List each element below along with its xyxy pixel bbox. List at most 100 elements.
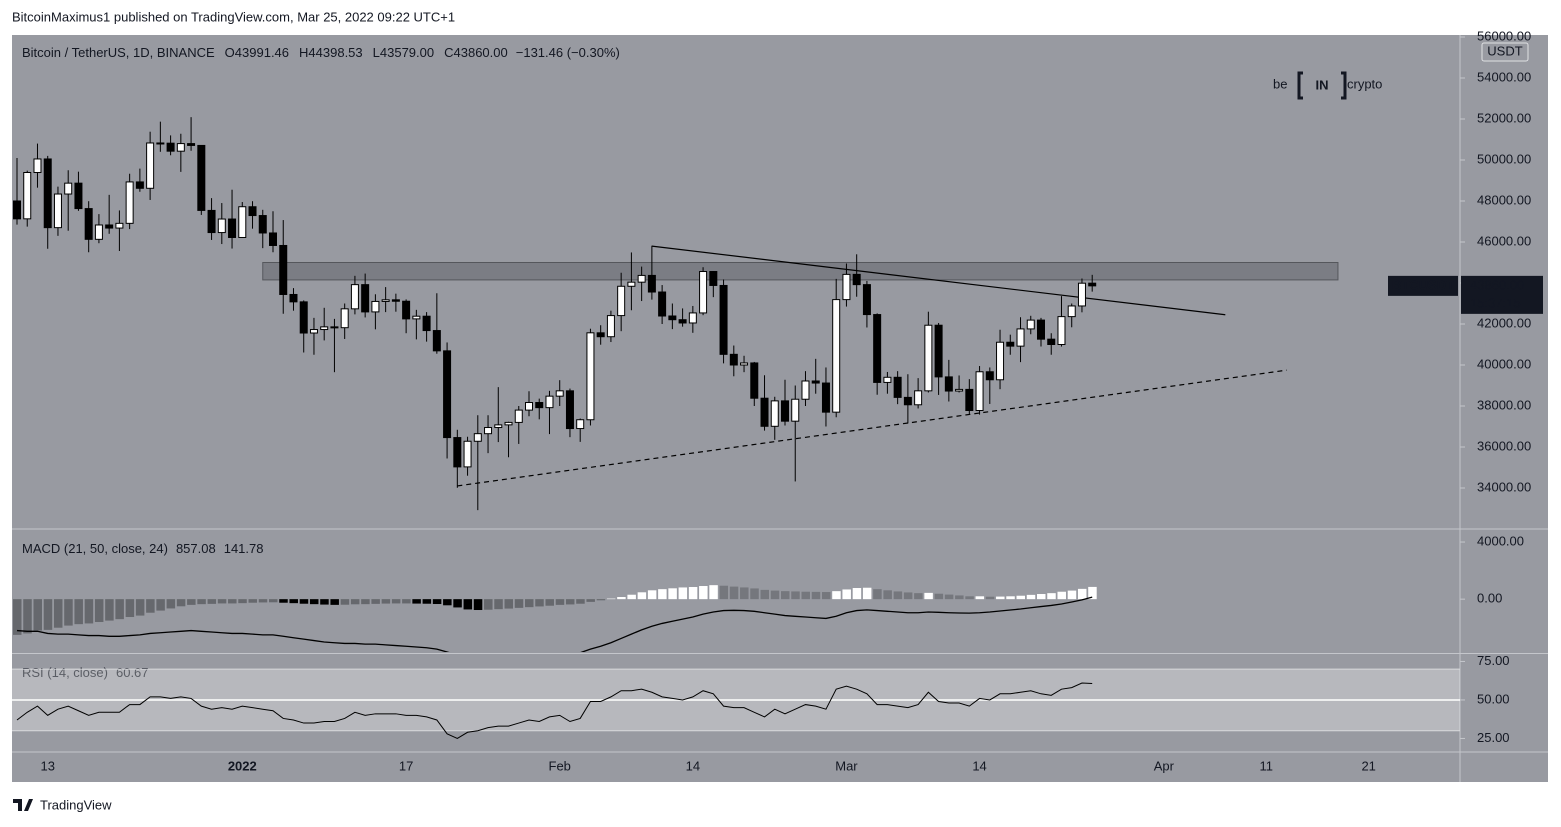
x-tick-label: 14 xyxy=(686,758,700,773)
macd-histogram-bar xyxy=(627,594,636,600)
macd-histogram-bar xyxy=(494,599,503,610)
macd-histogram-bar xyxy=(94,599,104,623)
symbol-tag-label: BTCUSDT xyxy=(1392,277,1454,292)
macd-histogram-bar xyxy=(852,588,862,600)
y-tick-label: 36000.00 xyxy=(1477,438,1531,453)
macd-histogram-bar xyxy=(637,592,647,600)
macd-histogram-bar xyxy=(299,599,309,604)
candle-body xyxy=(832,299,841,413)
macd-histogram-bar xyxy=(658,589,667,600)
candle-body xyxy=(105,224,114,229)
candle-body xyxy=(494,424,503,429)
macd-histogram-bar xyxy=(176,599,186,607)
macd-line xyxy=(16,596,1093,652)
background xyxy=(12,35,1548,782)
candle-body xyxy=(944,376,953,392)
candle-body xyxy=(637,274,646,283)
footer-icon xyxy=(13,799,33,811)
candle-body xyxy=(391,299,400,302)
candle-body xyxy=(658,291,667,317)
candle-body xyxy=(975,371,984,412)
ohlc-prefix: C xyxy=(444,45,453,60)
pane xyxy=(13,117,1339,511)
macd-histogram-bar xyxy=(125,599,135,618)
candle-body xyxy=(74,182,83,210)
macd-histogram-bar xyxy=(187,599,196,605)
currency-box xyxy=(1481,42,1529,62)
footer-text: TradingView xyxy=(40,797,112,812)
candle-body xyxy=(361,284,370,313)
macd-line-value: 141.78 xyxy=(224,541,264,556)
macd-histogram-bar xyxy=(381,599,391,604)
candle-body xyxy=(248,206,257,217)
candle-body xyxy=(1067,305,1076,318)
candle-body xyxy=(965,388,974,412)
macd-histogram-bar xyxy=(289,599,298,604)
y-tick-label: 56000.00 xyxy=(1477,28,1531,43)
macd-histogram-bar xyxy=(729,586,739,600)
macd-histogram-bar xyxy=(269,599,278,603)
ohlc-value: 43860.00 xyxy=(454,45,508,60)
candle-body xyxy=(309,329,318,334)
macd-histogram-bar xyxy=(965,596,974,600)
support-line xyxy=(457,369,1287,487)
candle-body xyxy=(463,440,472,468)
candle-body xyxy=(606,315,615,338)
logo-bracket xyxy=(1297,71,1347,100)
candle-body xyxy=(115,222,124,229)
candle-body xyxy=(586,332,595,421)
candle-body xyxy=(719,284,728,355)
y-tick-label: 48000.00 xyxy=(1477,192,1531,207)
macd-histogram-bar xyxy=(821,592,831,600)
macd-histogram-bar xyxy=(1037,594,1046,600)
macd-histogram-bar xyxy=(43,599,53,630)
candle-body xyxy=(432,330,441,352)
macd-histogram-bar xyxy=(955,595,964,600)
x-tick-label: 21 xyxy=(1361,758,1375,773)
candle-body xyxy=(688,312,697,324)
candle-body xyxy=(94,224,103,240)
macd-histogram-bar xyxy=(166,599,176,609)
candle-body xyxy=(84,208,93,240)
candle-body xyxy=(371,300,380,313)
macd-histogram-bar xyxy=(576,599,585,604)
y-tick-label: 0.00 xyxy=(1477,591,1502,606)
candle-body xyxy=(33,158,42,173)
candle-body xyxy=(555,390,564,397)
macd-histogram-bar xyxy=(1016,595,1026,600)
candle-body xyxy=(955,388,964,392)
candle-body xyxy=(279,244,288,295)
candle-body xyxy=(893,376,902,398)
logo-text: IN xyxy=(1316,77,1329,92)
candle-body xyxy=(484,427,493,435)
macd-histogram-bar xyxy=(463,599,473,610)
x-tick-label: Feb xyxy=(549,758,571,773)
macd-histogram-bar xyxy=(105,599,114,621)
macd-histogram-bar xyxy=(13,599,22,635)
candle-body xyxy=(914,390,923,406)
logo-text: be xyxy=(1273,76,1287,91)
candle-body xyxy=(340,308,349,329)
candle-body xyxy=(443,350,452,439)
countdown: 15:37:15 xyxy=(1470,295,1521,310)
candle-body xyxy=(801,380,810,400)
logo: be IN crypto xyxy=(1273,71,1382,100)
candle-body xyxy=(791,398,800,422)
x-tick-label: 11 xyxy=(1260,758,1274,773)
candle-body xyxy=(228,218,237,238)
candle-body xyxy=(258,215,267,234)
candle-body xyxy=(1047,338,1056,345)
macd-title: MACD (21, 50, close, 24) xyxy=(22,541,168,556)
candle-body xyxy=(750,362,759,399)
candle-body xyxy=(985,371,994,381)
candle-body xyxy=(729,353,738,366)
macd-histogram-bar xyxy=(801,591,810,600)
macd-histogram-bar xyxy=(1088,586,1097,600)
macd-histogram-bar xyxy=(115,599,124,620)
candle-body xyxy=(647,274,656,293)
resistance-line xyxy=(651,245,1226,316)
macd-histogram-bar xyxy=(514,599,524,608)
macd-histogram-bar xyxy=(53,599,63,628)
macd-histogram-bar xyxy=(1077,588,1087,600)
